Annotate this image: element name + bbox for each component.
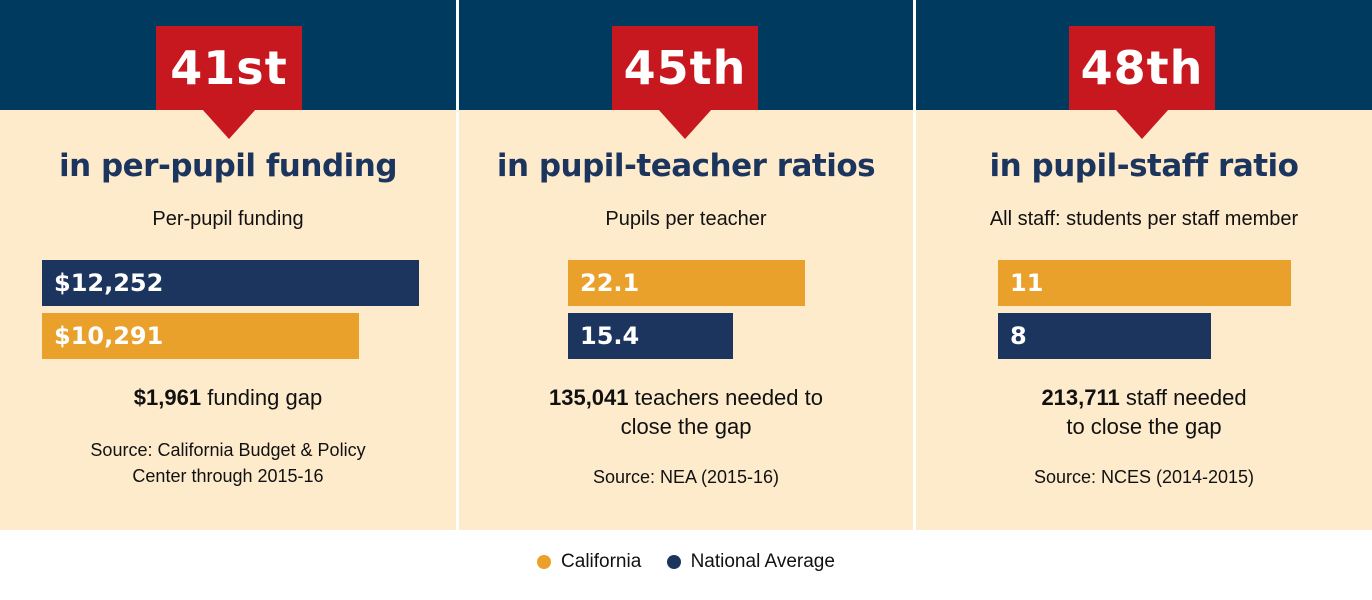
rank-badge: 48th (1069, 26, 1215, 110)
chart-subtitle: Per-pupil funding (152, 208, 304, 230)
bar-value-label: 22.1 (580, 269, 640, 297)
chart-legend: California National Average (0, 551, 1372, 575)
gap-note: $1,961 funding gap (0, 383, 456, 412)
legend-dot-national-average (666, 555, 681, 569)
gap-value: 213,711 (1041, 385, 1120, 410)
bar-california: 22.1 (568, 260, 805, 306)
gap-text: staff needed (1119, 385, 1247, 410)
legend-dot-california (537, 555, 552, 569)
legend-item-national-average: National Average (666, 551, 835, 573)
legend-label: California (561, 551, 642, 572)
bar-national-average: $12,252 (42, 260, 419, 306)
chart-subtitle: All staff: students per staff member (989, 208, 1299, 230)
source-note: Source: California Budget & Policy Cente… (0, 437, 456, 489)
panel-pupil-teacher-ratios: 45th in pupil-teacher ratios Pupils per … (459, 0, 913, 530)
gap-text: teachers needed to (628, 385, 823, 410)
panel-headline: in pupil-teacher ratios (496, 148, 876, 184)
gap-text-line2: close the gap (620, 414, 752, 439)
gap-text: funding gap (201, 385, 323, 410)
gap-note: 213,711 staff needed to close the gap (916, 383, 1372, 441)
gap-text-line2: to close the gap (1066, 414, 1222, 439)
panel-per-pupil-funding: 41st in per-pupil funding Per-pupil fund… (0, 0, 456, 530)
rank-badge: 41st (156, 26, 302, 110)
bar-value-label: 15.4 (580, 322, 640, 350)
bar-value-label: 11 (1010, 269, 1044, 297)
legend-item-california: California (537, 551, 641, 573)
bar-value-label: $10,291 (54, 322, 164, 350)
panel-headline: in per-pupil funding (58, 148, 398, 184)
rank-pointer (202, 109, 256, 139)
gap-value: 135,041 (548, 385, 629, 410)
bar-national-average: 15.4 (568, 313, 733, 359)
bar-california: $10,291 (42, 313, 359, 359)
rank-pointer (658, 109, 712, 139)
bar-national-average: 8 (998, 313, 1211, 359)
source-line: Center through 2015-16 (132, 466, 324, 486)
source-line: Source: NEA (2015-16) (592, 467, 780, 487)
gap-note: 135,041 teachers needed to close the gap (459, 383, 913, 441)
rank-badge: 45th (612, 26, 758, 110)
rank-pointer (1115, 109, 1169, 139)
source-note: Source: NCES (2014-2015) (916, 464, 1372, 490)
source-note: Source: NEA (2015-16) (459, 464, 913, 490)
legend-label: National Average (690, 551, 835, 572)
bar-value-label: $12,252 (54, 269, 164, 297)
chart-subtitle: Pupils per teacher (605, 208, 767, 230)
source-line: Source: California Budget & Policy (90, 440, 366, 460)
gap-value: $1,961 (133, 385, 202, 410)
bar-california: 11 (998, 260, 1291, 306)
panel-headline: in pupil-staff ratio (989, 148, 1299, 184)
bar-value-label: 8 (1010, 322, 1027, 350)
source-line: Source: NCES (2014-2015) (1033, 467, 1255, 487)
panel-pupil-staff-ratio: 48th in pupil-staff ratio All staff: stu… (916, 0, 1372, 530)
